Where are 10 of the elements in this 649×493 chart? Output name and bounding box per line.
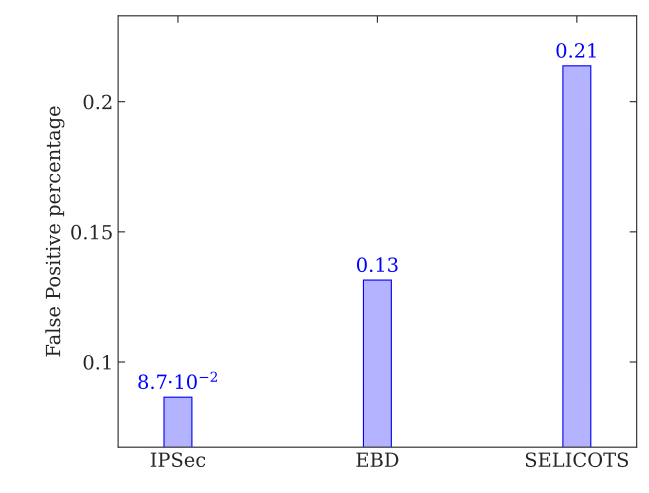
data-label: 0.13: [357, 257, 398, 272]
y-axis-title: False Positive percentage: [45, 106, 64, 356]
data-label: 8.7·10$^{−2}$: [138, 372, 218, 390]
x-tick-label: EBD: [356, 452, 398, 467]
y-tick-label: 0.1: [84, 354, 110, 370]
y-tick-label: 0.15: [71, 224, 112, 240]
data-label: 0.21: [556, 43, 596, 58]
y-tick-label: 0.2: [84, 94, 112, 110]
x-tick-label: IPSec: [150, 452, 206, 468]
x-tick-label: SELICOTS: [526, 452, 628, 468]
